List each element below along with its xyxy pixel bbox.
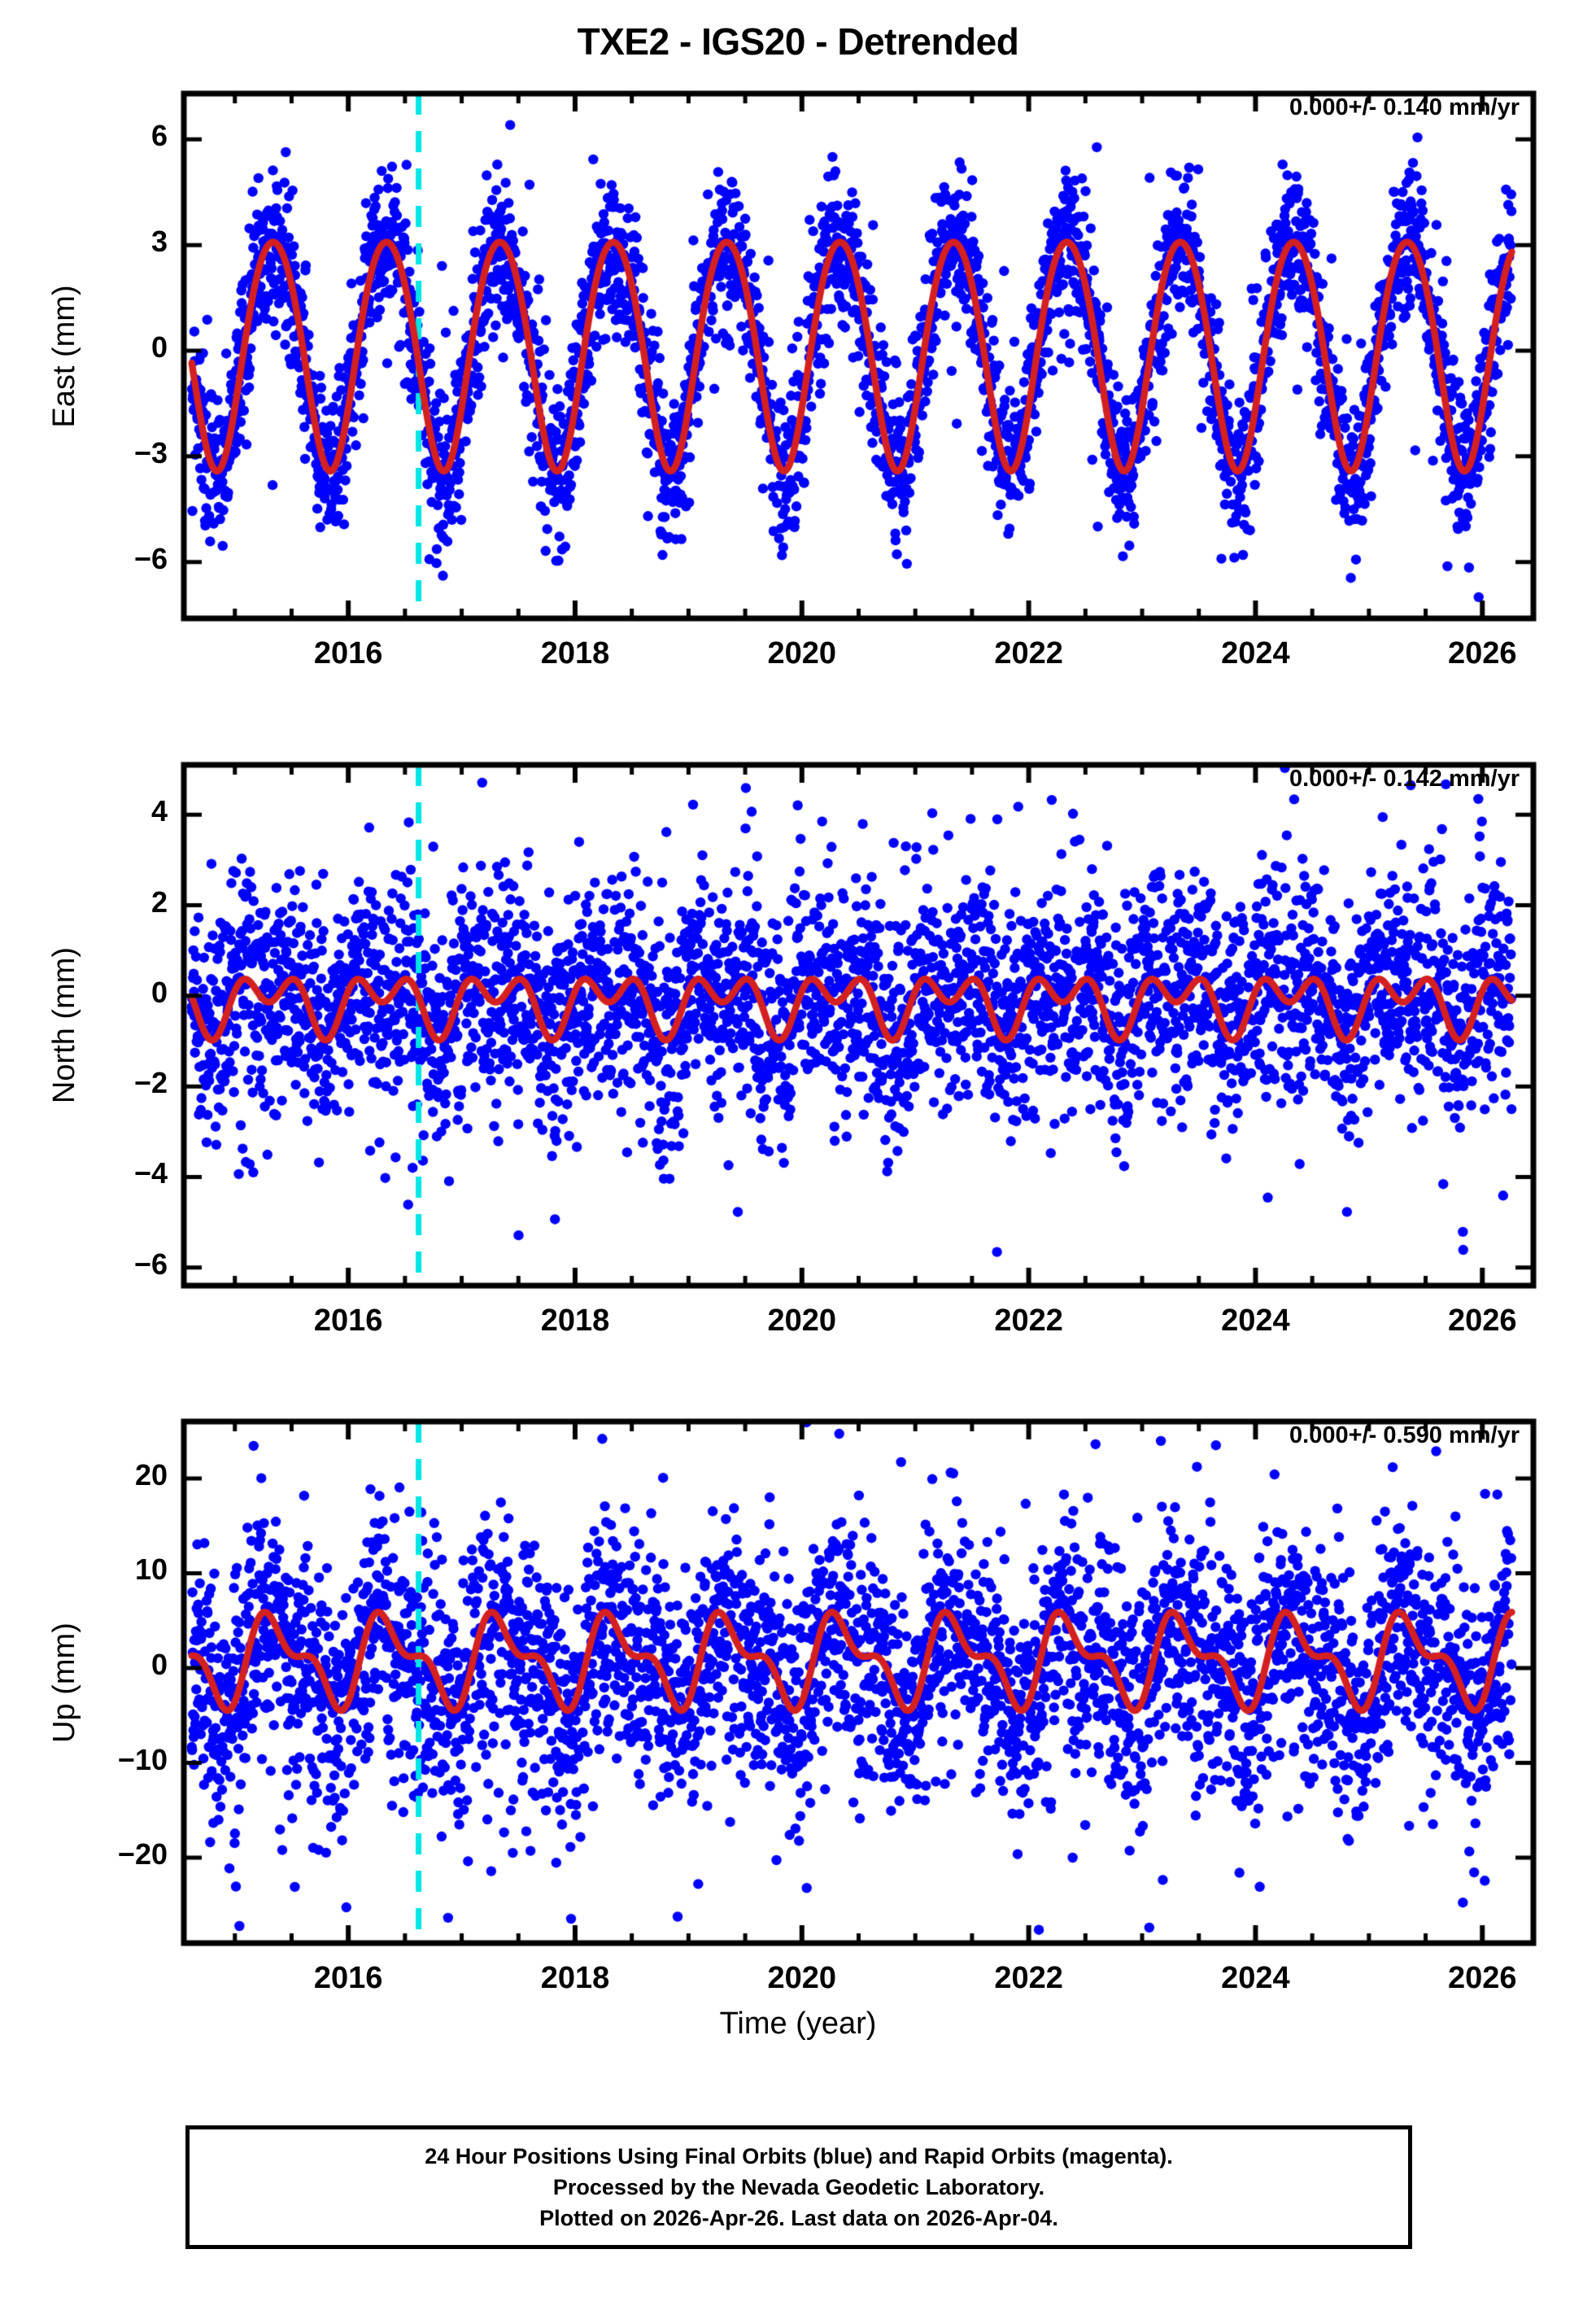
- ytick-label-north: 4: [150, 794, 168, 828]
- footer-line-3: Plotted on 2026-Apr-26. Last data on 202…: [539, 2206, 1058, 2231]
- footer-caption-box: 24 Hour Positions Using Final Orbits (bl…: [185, 2125, 1412, 2249]
- xtick-label-up: 2022: [994, 1961, 1063, 1995]
- ytick-label-north: 0: [150, 975, 168, 1009]
- footer-line-2: Processed by the Nevada Geodetic Laborat…: [552, 2174, 1045, 2199]
- ytick-label-east: 0: [150, 330, 168, 364]
- xtick-label-north: 2018: [540, 1304, 610, 1338]
- xtick-label-north: 2016: [313, 1304, 383, 1338]
- ytick-label-up: 20: [134, 1457, 168, 1491]
- xtick-label-east: 2026: [1447, 636, 1517, 670]
- xtick-label-up: 2020: [767, 1961, 837, 1995]
- xtick-label-east: 2016: [313, 636, 383, 670]
- xtick-label-north: 2020: [767, 1304, 837, 1338]
- ytick-label-up: 10: [134, 1553, 168, 1587]
- xtick-label-east: 2020: [767, 636, 837, 670]
- yaxis-title-north: North (mm): [47, 946, 81, 1104]
- yaxis-title-up: Up (mm): [47, 1622, 81, 1743]
- ytick-label-east: −6: [133, 541, 168, 575]
- yaxis-title-east: East (mm): [47, 284, 81, 428]
- ytick-label-up: −20: [117, 1837, 168, 1871]
- ytick-label-east: 3: [150, 225, 168, 259]
- xaxis-title: Time (year): [719, 2007, 877, 2041]
- ytick-label-up: 0: [150, 1648, 168, 1682]
- xtick-label-east: 2022: [994, 636, 1063, 670]
- xtick-label-east: 2018: [540, 636, 610, 670]
- xtick-label-east: 2024: [1221, 636, 1290, 670]
- ytick-label-north: −2: [133, 1066, 168, 1100]
- rate-annotation-north: 0.000+/- 0.142 mm/yr: [1289, 766, 1520, 792]
- footer-line-1: 24 Hour Positions Using Final Orbits (bl…: [425, 2143, 1173, 2168]
- xtick-label-up: 2024: [1221, 1961, 1290, 1995]
- xtick-label-up: 2018: [540, 1961, 610, 1995]
- xtick-label-north: 2022: [994, 1304, 1063, 1338]
- xtick-label-north: 2026: [1447, 1304, 1517, 1338]
- xtick-label-up: 2026: [1447, 1961, 1517, 1995]
- ytick-label-north: −4: [133, 1156, 168, 1190]
- ytick-label-north: −6: [133, 1247, 168, 1281]
- ytick-label-east: −3: [133, 435, 168, 469]
- ytick-label-north: 2: [150, 884, 168, 919]
- xtick-label-north: 2024: [1221, 1304, 1290, 1338]
- rate-annotation-east: 0.000+/- 0.140 mm/yr: [1289, 94, 1520, 120]
- ytick-label-up: −10: [117, 1742, 168, 1776]
- xtick-label-up: 2016: [313, 1961, 383, 1995]
- ytick-label-east: 6: [150, 119, 168, 153]
- rate-annotation-up: 0.000+/- 0.590 mm/yr: [1289, 1422, 1520, 1448]
- page-title: TXE2 - IGS20 - Detrended: [577, 20, 1019, 63]
